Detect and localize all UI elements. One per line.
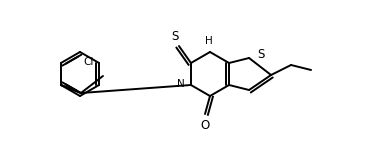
Text: S: S: [257, 48, 264, 61]
Text: Cl: Cl: [84, 57, 94, 67]
Text: H: H: [205, 36, 213, 46]
Text: N: N: [177, 79, 185, 89]
Text: S: S: [171, 30, 179, 43]
Text: O: O: [201, 119, 210, 132]
